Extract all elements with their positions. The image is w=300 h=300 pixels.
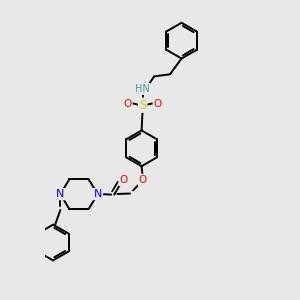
Text: S: S [139, 99, 146, 112]
Text: O: O [154, 98, 162, 109]
Text: O: O [123, 98, 132, 109]
Text: N: N [94, 189, 102, 199]
Text: N: N [56, 189, 64, 199]
Text: O: O [120, 175, 128, 185]
Text: O: O [139, 175, 147, 185]
Text: HN: HN [135, 84, 150, 94]
